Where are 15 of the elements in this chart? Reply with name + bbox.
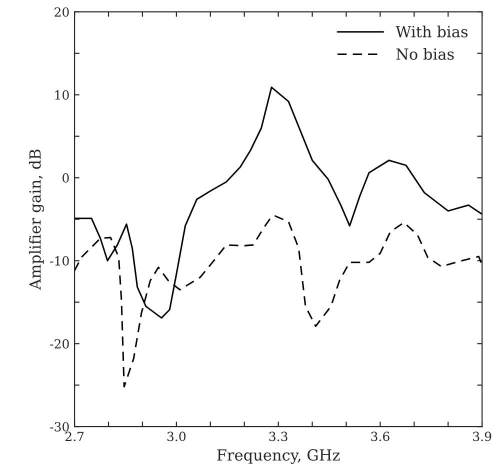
x-tick-label: 3.0 <box>167 432 186 442</box>
y-axis-title: Amplifier gain, dB <box>29 150 44 290</box>
x-tick-label: 3.3 <box>269 432 288 442</box>
y-tick-label: 0 <box>62 173 69 183</box>
legend-label: With bias <box>396 26 468 38</box>
y-tick-label: 10 <box>55 90 69 100</box>
x-axis-title: Frequency, GHz <box>217 449 340 464</box>
y-tick-label: -20 <box>50 339 69 349</box>
y-tick-label: -30 <box>50 422 69 432</box>
x-tick-label: 2.7 <box>65 432 84 442</box>
x-tick-label: 3.9 <box>473 432 492 442</box>
x-tick-label: 3.6 <box>371 432 390 442</box>
legend-label: No bias <box>396 48 454 60</box>
y-tick-label: -10 <box>50 256 69 266</box>
y-tick-label: 20 <box>54 7 69 17</box>
